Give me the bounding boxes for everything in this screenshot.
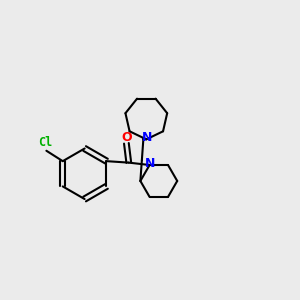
Text: O: O (121, 131, 132, 144)
Text: N: N (142, 131, 152, 144)
Text: N: N (144, 157, 155, 170)
Text: Cl: Cl (38, 136, 52, 149)
